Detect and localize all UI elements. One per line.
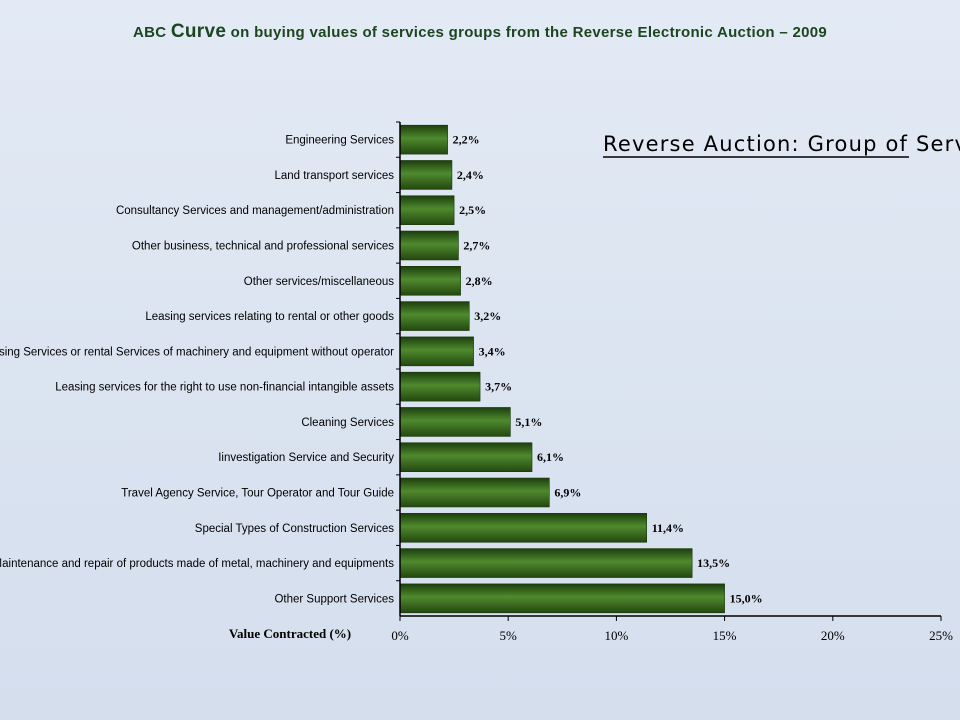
x-tick-label: 25% xyxy=(929,628,953,643)
category-label: Other services/miscellaneous xyxy=(244,276,394,288)
bar xyxy=(399,407,511,437)
bar xyxy=(399,583,725,614)
data-label: 2,5% xyxy=(459,203,486,217)
category-label: Iinvestigation Service and Security xyxy=(218,452,394,464)
category-label: Leasing Services or rental Services of m… xyxy=(0,346,394,358)
category-label: Consultancy Services and management/admi… xyxy=(116,205,394,217)
data-label: 2,8% xyxy=(466,274,493,288)
data-label: 6,9% xyxy=(554,486,581,500)
bar xyxy=(399,301,470,331)
data-label: 5,1% xyxy=(515,415,542,429)
data-label: 3,2% xyxy=(474,309,501,323)
bar xyxy=(399,513,647,543)
bar xyxy=(399,371,481,402)
bar xyxy=(399,442,533,472)
category-label: Other Support Services xyxy=(274,593,394,605)
page-title-post: on buying values of services groups from… xyxy=(226,24,828,41)
page-title: ABC Curve on buying values of services g… xyxy=(0,21,960,43)
category-label: Leasing services relating to rental or o… xyxy=(145,311,394,323)
x-tick-label: 20% xyxy=(821,628,845,643)
bar xyxy=(399,266,461,296)
category-label: Travel Agency Service, Tour Operator and… xyxy=(121,488,394,500)
page-title-pre: ABC xyxy=(132,24,171,41)
page-title-emphasis: Curve xyxy=(170,21,227,42)
x-tick-label: 5% xyxy=(500,628,518,643)
data-label: 3,7% xyxy=(485,380,512,394)
bar xyxy=(399,195,455,225)
category-label: Engineering Services xyxy=(285,135,394,147)
category-label: Maintenance and repair of products made … xyxy=(0,558,394,570)
data-label: 6,1% xyxy=(537,450,564,464)
bar xyxy=(399,160,453,190)
x-axis-title: Value Contracted (%) xyxy=(229,626,351,641)
axis-layer: Engineering Services Land transport servi… xyxy=(0,121,953,643)
bar xyxy=(399,124,448,155)
chart-title: Reverse Auction: Group of Services xyxy=(603,132,960,156)
category-label: Cleaning Services xyxy=(301,417,394,429)
bar xyxy=(399,230,459,261)
data-label: 2,7% xyxy=(463,239,490,253)
x-tick-label: 15% xyxy=(713,628,737,643)
category-label: Leasing services for the right to use no… xyxy=(55,382,394,394)
data-label: 13,5% xyxy=(697,556,730,570)
category-label: Land transport services xyxy=(274,170,394,182)
data-label: 11,4% xyxy=(652,521,684,535)
data-label: 15,0% xyxy=(730,591,763,605)
category-label: Special Types of Construction Services xyxy=(195,523,394,535)
data-label: 2,4% xyxy=(457,168,484,182)
data-label: 3,4% xyxy=(479,344,506,358)
bar xyxy=(399,548,693,578)
data-label: 2,2% xyxy=(453,133,480,147)
x-tick-label: 10% xyxy=(604,628,628,643)
bars-layer: 2,2% 2,4% 2,5% 2,7% 2,8% 3,2% 3,4% 3,7% 5,1% 6,1%… xyxy=(399,124,763,614)
x-tick-label: 0% xyxy=(391,628,409,643)
category-label: Other business, technical and profession… xyxy=(132,241,394,253)
bar xyxy=(399,336,474,367)
bar xyxy=(399,477,550,508)
